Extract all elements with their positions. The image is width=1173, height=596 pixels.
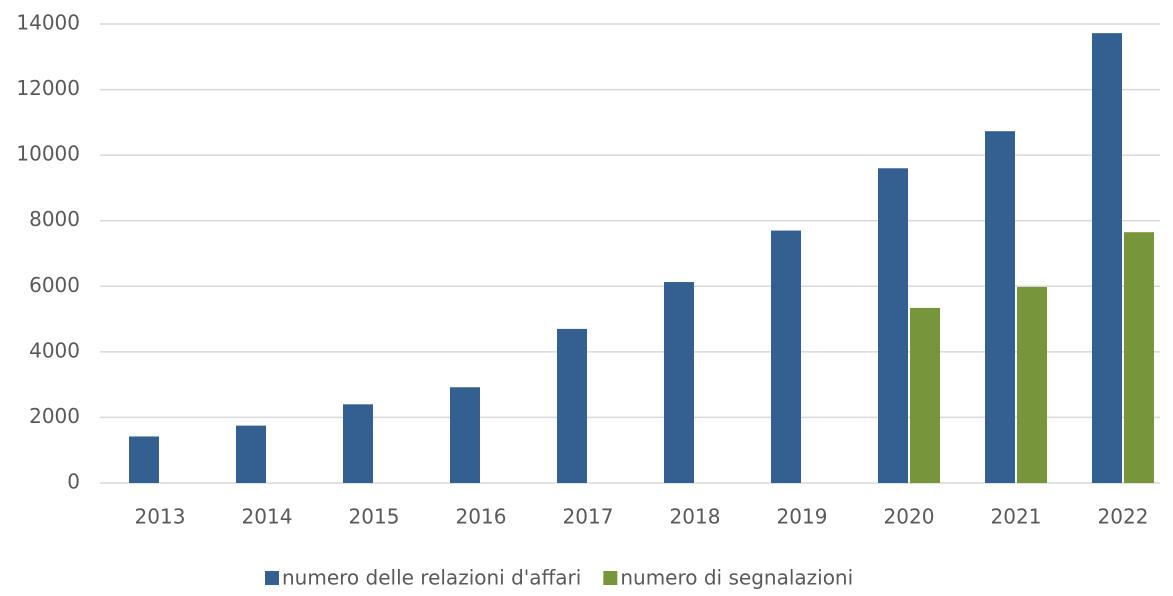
legend-swatch	[265, 571, 279, 585]
legend-swatch	[603, 571, 618, 585]
bar	[450, 387, 480, 483]
x-tick-label: 2017	[563, 505, 614, 529]
bar	[910, 307, 940, 483]
bar	[236, 425, 266, 483]
bar	[1124, 232, 1154, 483]
y-tick-label: 2000	[29, 404, 80, 428]
bar	[1092, 33, 1122, 484]
x-tick-label: 2021	[991, 505, 1042, 529]
y-tick-label: 0	[67, 470, 80, 494]
bar	[878, 168, 908, 483]
x-tick-label: 2015	[349, 505, 400, 529]
bar	[129, 436, 159, 483]
legend-label: numero delle relazioni d'affari	[282, 566, 581, 590]
y-tick-label: 12000	[16, 76, 80, 100]
bar	[985, 131, 1015, 483]
legend-label: numero di segnalazioni	[620, 566, 853, 590]
x-tick-label: 2022	[1098, 505, 1149, 529]
x-tick-label: 2020	[884, 505, 935, 529]
bar	[557, 328, 587, 483]
bar	[343, 404, 373, 483]
bar	[771, 230, 801, 483]
y-tick-label: 10000	[16, 142, 80, 166]
y-tick-label: 4000	[29, 338, 80, 362]
x-tick-label: 2013	[135, 505, 186, 529]
bar	[1017, 286, 1047, 483]
bar	[664, 282, 694, 483]
y-tick-label: 8000	[29, 207, 80, 231]
y-tick-label: 14000	[16, 11, 80, 35]
x-tick-label: 2014	[242, 505, 293, 529]
x-tick-label: 2016	[456, 505, 507, 529]
x-tick-label: 2019	[777, 505, 828, 529]
x-tick-label: 2018	[670, 505, 721, 529]
y-tick-label: 6000	[29, 273, 80, 297]
